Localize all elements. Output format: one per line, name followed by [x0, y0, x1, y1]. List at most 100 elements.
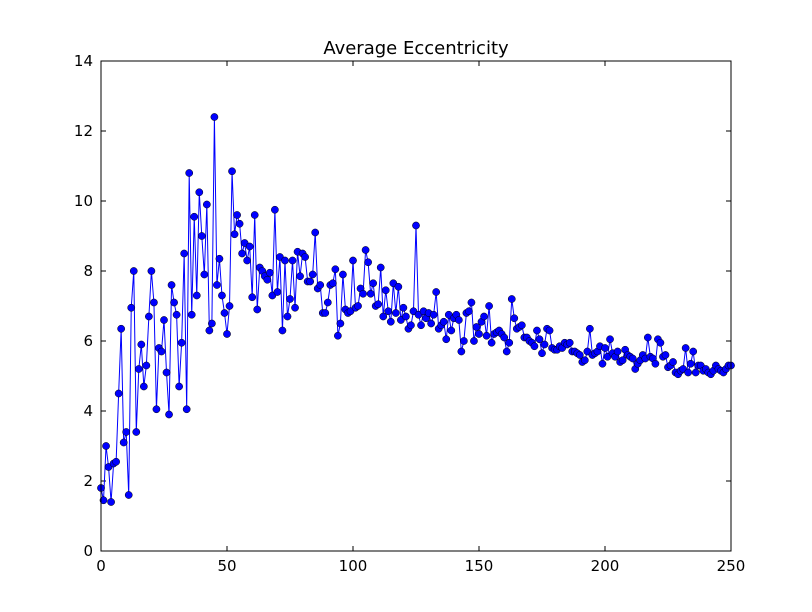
point — [177, 338, 186, 347]
point — [601, 344, 609, 352]
point — [586, 324, 594, 333]
point — [691, 368, 700, 377]
point — [238, 249, 246, 258]
point — [248, 293, 257, 302]
point — [117, 324, 126, 333]
point — [376, 263, 385, 272]
point — [465, 307, 473, 316]
point — [281, 256, 289, 265]
point — [618, 356, 627, 365]
point — [606, 335, 614, 344]
point — [359, 289, 367, 298]
point — [228, 167, 236, 176]
point — [202, 200, 211, 209]
point — [429, 310, 438, 319]
point — [215, 254, 224, 263]
point — [107, 498, 115, 506]
point — [669, 358, 677, 366]
point — [230, 230, 239, 239]
point — [205, 326, 214, 335]
point — [243, 256, 252, 265]
point — [684, 368, 693, 377]
point — [170, 298, 178, 307]
chart-title: Average Eccentricity — [323, 38, 509, 59]
point — [265, 268, 274, 277]
y-tick-label: 10 — [74, 192, 93, 210]
point — [328, 279, 337, 288]
point — [651, 359, 660, 368]
point — [213, 281, 221, 289]
point — [233, 211, 241, 219]
point — [656, 338, 665, 347]
point — [283, 312, 292, 321]
point — [447, 326, 456, 335]
point — [565, 338, 574, 347]
point — [296, 272, 304, 281]
point — [432, 288, 441, 296]
point — [147, 267, 156, 275]
point — [379, 312, 388, 321]
point — [354, 302, 362, 310]
point — [291, 303, 299, 312]
point — [172, 310, 181, 319]
point — [250, 211, 259, 219]
point — [407, 321, 415, 330]
point — [402, 312, 410, 321]
point — [223, 330, 231, 338]
point — [386, 317, 395, 326]
point — [545, 326, 554, 335]
point — [114, 389, 123, 398]
point — [308, 270, 317, 279]
point — [412, 221, 420, 230]
point — [538, 349, 546, 358]
point — [336, 319, 345, 328]
point — [384, 307, 393, 316]
point — [487, 338, 496, 347]
point — [316, 281, 325, 289]
point — [187, 310, 196, 319]
point — [129, 267, 138, 275]
point — [175, 382, 183, 391]
point — [273, 288, 282, 296]
point — [535, 335, 544, 344]
point — [467, 298, 476, 307]
point — [162, 368, 171, 377]
point — [460, 337, 468, 345]
point — [427, 319, 435, 328]
point — [339, 270, 347, 279]
x-tick-label: 100 — [339, 557, 368, 575]
point — [112, 457, 120, 466]
point — [119, 438, 128, 447]
point — [185, 169, 194, 177]
point — [439, 317, 448, 326]
point — [321, 309, 330, 317]
point — [331, 265, 340, 274]
plot-frame — [100, 60, 732, 552]
point — [485, 302, 493, 310]
point — [643, 333, 652, 342]
point — [190, 212, 199, 221]
point — [323, 298, 332, 307]
y-tick-label: 6 — [83, 332, 93, 350]
point — [530, 342, 539, 351]
point — [139, 382, 148, 391]
x-tick-label: 150 — [465, 557, 494, 575]
y-tick-label: 0 — [83, 542, 93, 560]
point — [374, 300, 383, 309]
point — [165, 410, 173, 419]
point — [507, 295, 516, 303]
point — [245, 242, 254, 251]
point — [102, 442, 110, 450]
point — [253, 305, 262, 314]
point — [580, 356, 589, 365]
point — [137, 340, 146, 349]
point — [220, 309, 229, 317]
point — [470, 337, 478, 345]
point — [689, 347, 698, 356]
y-tick-label: 14 — [74, 52, 93, 70]
point — [152, 405, 161, 414]
point — [457, 347, 466, 356]
point — [533, 326, 541, 335]
point — [510, 314, 519, 323]
